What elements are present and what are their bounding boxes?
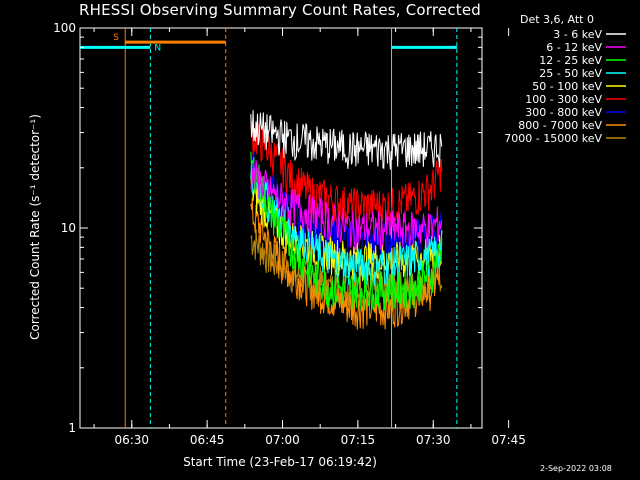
x-tick-label: 07:00 bbox=[265, 433, 300, 447]
x-tick-label: 07:45 bbox=[491, 433, 526, 447]
legend-label: 6 - 12 keV bbox=[546, 41, 602, 54]
generated-timestamp: 2-Sep-2022 03:08 bbox=[540, 464, 612, 473]
y-tick-label: 100 bbox=[53, 21, 76, 35]
x-tick-label: 07:30 bbox=[416, 433, 451, 447]
legend-label: 300 - 800 keV bbox=[525, 106, 602, 119]
y-axis-label: Corrected Count Rate (s⁻¹ detector⁻¹) bbox=[28, 114, 42, 340]
legend-label: 100 - 300 keV bbox=[525, 93, 602, 106]
x-tick-label: 06:45 bbox=[190, 433, 225, 447]
x-tick-label: 06:30 bbox=[114, 433, 149, 447]
ticks-group: 1 10 100 06:30 06:45 07:00 07:15 07:30 07:45 bbox=[53, 21, 526, 447]
series-line bbox=[250, 159, 443, 251]
legend-label: 7000 - 15000 keV bbox=[504, 132, 602, 145]
series-line bbox=[250, 121, 443, 227]
series-line bbox=[250, 151, 443, 311]
x-tick-label: 07:15 bbox=[341, 433, 376, 447]
legend-label: 25 - 50 keV bbox=[539, 67, 602, 80]
flag-label: S bbox=[113, 33, 119, 43]
legend-label: 3 - 6 keV bbox=[553, 28, 602, 41]
x-axis-label: Start Time (23-Feb-17 06:19:42) bbox=[183, 455, 377, 469]
y-tick-label: 10 bbox=[61, 221, 76, 235]
series-line bbox=[250, 110, 443, 170]
series-line bbox=[250, 197, 443, 330]
legend-header: Det 3,6, Att 0 bbox=[520, 13, 594, 26]
y-tick-label: 1 bbox=[68, 421, 76, 435]
legend-label: 12 - 25 keV bbox=[539, 54, 602, 67]
legend-label: 50 - 100 keV bbox=[532, 80, 602, 93]
flags-group: SN bbox=[80, 33, 457, 53]
chart-title: RHESSI Observing Summary Count Rates, Co… bbox=[78, 1, 481, 19]
series-group bbox=[250, 110, 443, 330]
event-lines bbox=[124, 28, 458, 428]
legend-label: 800 - 7000 keV bbox=[518, 119, 602, 132]
flag-label: N bbox=[154, 43, 161, 53]
